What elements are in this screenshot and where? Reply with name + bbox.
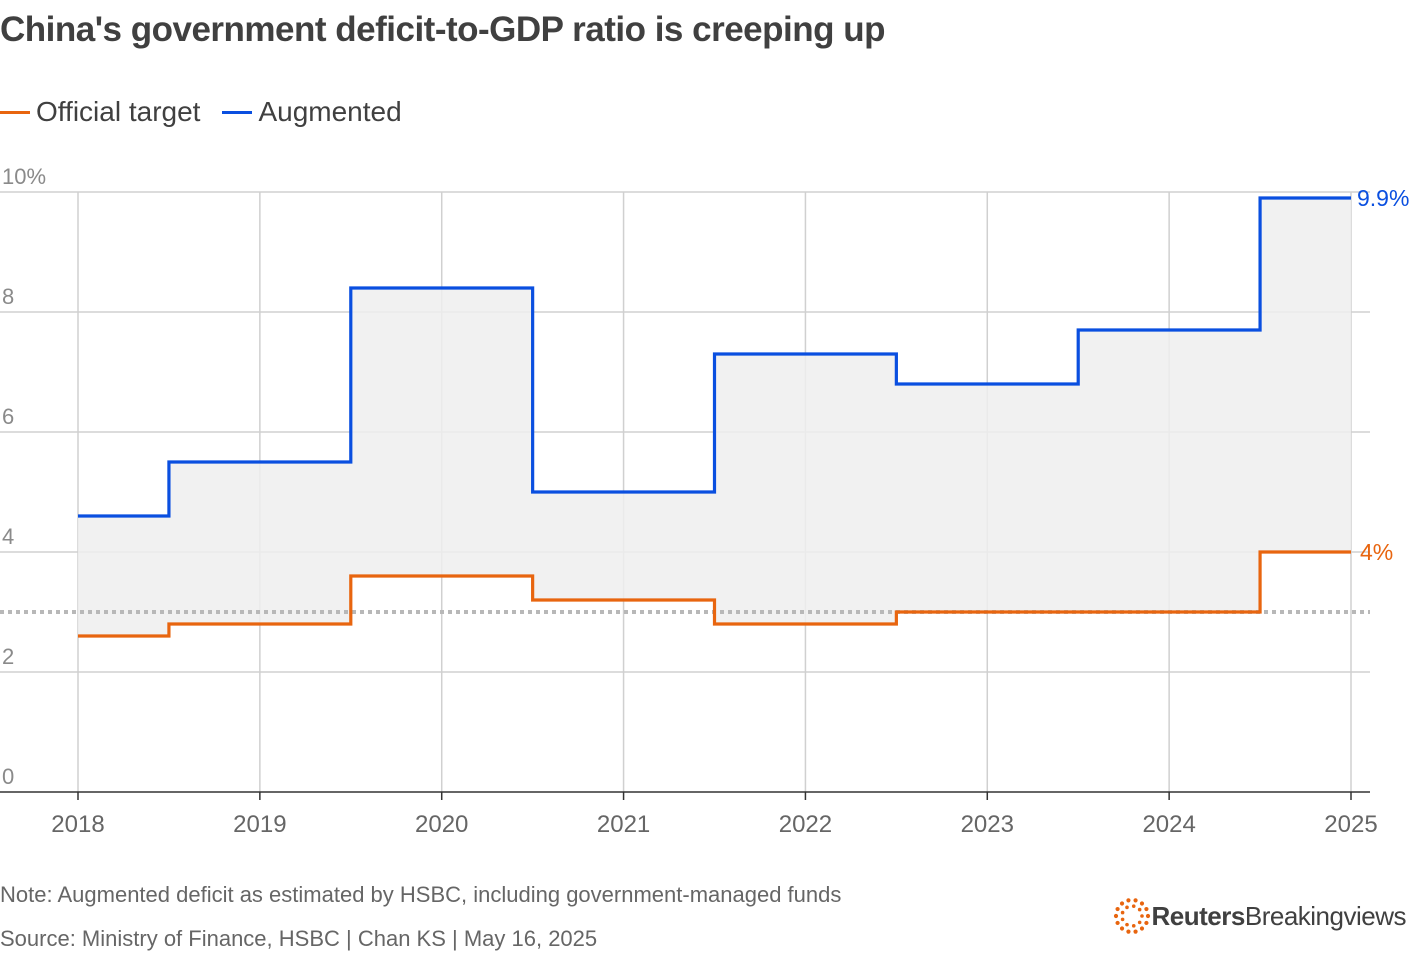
source: Source: Ministry of Finance, HSBC | Chan… xyxy=(0,926,598,951)
logo-dot-1-3 xyxy=(1124,922,1129,927)
x-tick-label-5: 2023 xyxy=(961,811,1014,838)
legend-item-augmented: Augmented xyxy=(222,96,402,128)
x-tick-label-4: 2022 xyxy=(779,811,832,838)
logo-brand: Reuters xyxy=(1151,900,1246,931)
logo-dot-0-11 xyxy=(1132,898,1138,903)
legend-swatch-official xyxy=(0,110,30,114)
y-tick-label-3: 6 xyxy=(2,404,14,429)
logo-dot-0-3 xyxy=(1132,929,1138,934)
logo-dot-0-2 xyxy=(1139,926,1144,931)
logo-text: ReutersBreakingviews xyxy=(1151,900,1407,932)
x-tick-label-2: 2020 xyxy=(415,811,468,838)
reuters-dots-icon xyxy=(1113,898,1150,934)
logo-dot-1-2 xyxy=(1131,924,1136,928)
logo-dot-0-12 xyxy=(1139,901,1144,906)
end-label-augmented: 9.9% xyxy=(1357,185,1409,211)
y-tick-label-0: 0 xyxy=(2,764,14,789)
series-line-official-target xyxy=(78,550,1351,638)
logo-dot-1-5 xyxy=(1120,910,1124,915)
y-tick-label-4: 8 xyxy=(2,284,14,309)
logo-dot-1-6 xyxy=(1124,905,1129,910)
logo-dot-0-0 xyxy=(1145,913,1150,919)
logo-dot-0-4 xyxy=(1125,929,1131,934)
legend-item-official: Official target xyxy=(0,96,200,128)
x-tick-label-6: 2024 xyxy=(1142,811,1195,838)
x-tick-label-0: 2018 xyxy=(51,811,104,838)
x-axis-labels: 2018 2019 2020 2021 2022 2023 2024 2025 xyxy=(51,792,1378,838)
legend-swatch-augmented xyxy=(222,110,253,114)
logo-dot-0-9 xyxy=(1119,901,1124,906)
y-axis-labels: 0 2 4 6 8 10% xyxy=(2,164,46,789)
series-line-augmented xyxy=(78,196,1351,518)
legend: Official target Augmented xyxy=(0,94,424,130)
y-tick-label-2: 4 xyxy=(2,524,14,549)
x-tick-label-7: 2025 xyxy=(1324,811,1377,838)
logo-dot-1-7 xyxy=(1131,904,1136,908)
logo-dot-1-4 xyxy=(1120,917,1124,922)
logo-dot-0-1 xyxy=(1143,920,1149,926)
x-tick-label-3: 2021 xyxy=(597,811,650,838)
logo-dot-0-5 xyxy=(1119,926,1124,931)
logo-dot-0-8 xyxy=(1115,906,1120,912)
chart-title: China's government deficit-to-GDP ratio … xyxy=(0,10,885,49)
y-tick-label-1: 2 xyxy=(2,644,14,669)
reuters-breakingviews-logo: ReutersBreakingviews xyxy=(1112,896,1407,936)
logo-dot-0-7 xyxy=(1113,913,1118,919)
chart: 0 2 4 6 8 10% 2018 2019 2020 2021 2022 2023 2024 202… xyxy=(0,164,1409,838)
logo-dot-1-0 xyxy=(1139,914,1144,918)
x-tick-label-1: 2019 xyxy=(233,811,286,838)
legend-label-official: Official target xyxy=(36,96,201,127)
note: Note: Augmented deficit as estimated by … xyxy=(0,882,842,907)
logo-dot-0-6 xyxy=(1115,920,1120,926)
logo-dot-0-13 xyxy=(1143,906,1149,912)
logo-dot-1-8 xyxy=(1137,907,1141,912)
legend-label-augmented: Augmented xyxy=(258,96,402,127)
y-tick-label-5: 10% xyxy=(2,164,46,189)
logo-product: Breakingviews xyxy=(1244,900,1407,931)
logo-dot-0-10 xyxy=(1125,898,1131,903)
logo-dot-1-1 xyxy=(1137,920,1141,925)
end-label-official: 4% xyxy=(1360,539,1393,565)
